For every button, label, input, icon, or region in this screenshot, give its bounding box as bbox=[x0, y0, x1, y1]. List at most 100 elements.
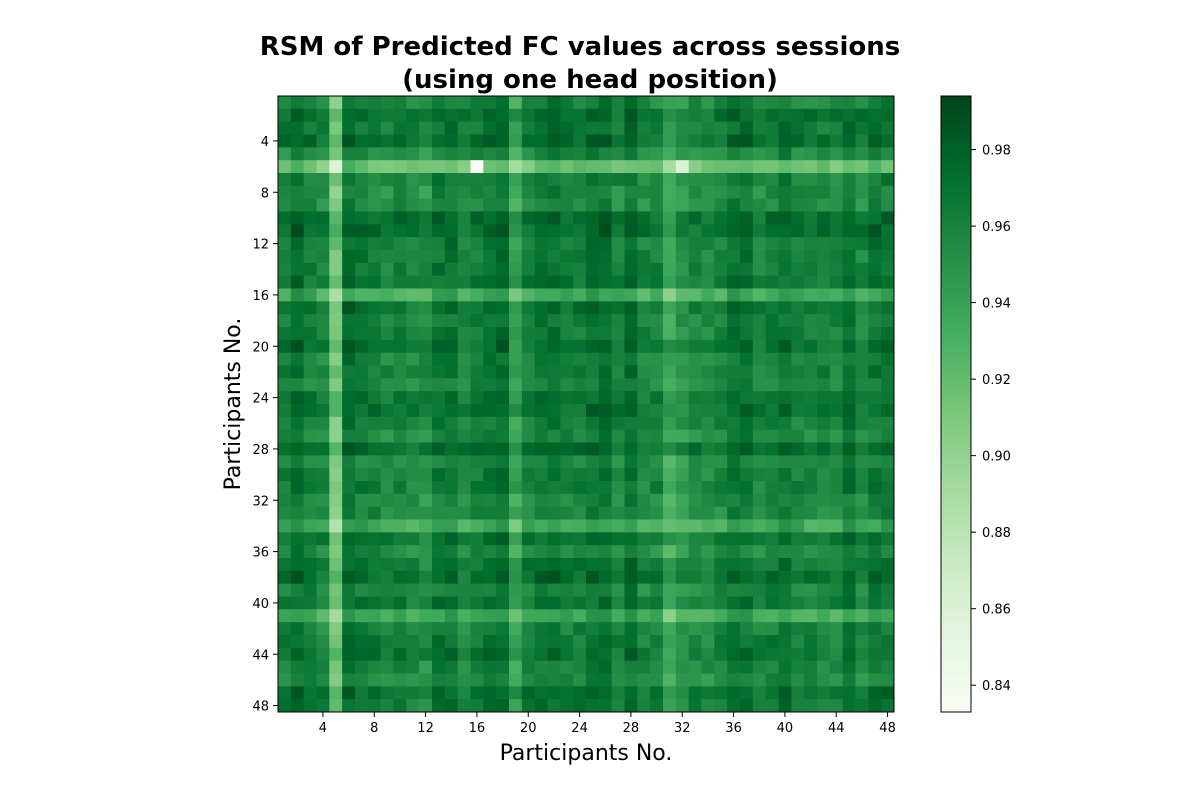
x-axis-label: Participants No. bbox=[500, 741, 673, 766]
heatmap-cell bbox=[586, 647, 600, 662]
heatmap-cell bbox=[380, 121, 394, 135]
heatmap-cell bbox=[303, 673, 317, 687]
heatmap-cell bbox=[624, 121, 638, 135]
heatmap-cell bbox=[688, 532, 702, 546]
heatmap-cell bbox=[611, 275, 625, 289]
heatmap-cell bbox=[791, 519, 805, 533]
heatmap-cell bbox=[714, 686, 728, 700]
heatmap-cell bbox=[290, 493, 305, 508]
heatmap-cell bbox=[483, 455, 497, 469]
heatmap-cell bbox=[380, 532, 394, 546]
heatmap-cell bbox=[432, 327, 446, 341]
heatmap-cell bbox=[778, 262, 792, 277]
heatmap-cell bbox=[624, 339, 638, 354]
heatmap-cell bbox=[868, 160, 882, 174]
heatmap-cell bbox=[663, 288, 677, 302]
heatmap-cell bbox=[290, 250, 305, 264]
heatmap-cell bbox=[419, 429, 433, 443]
heatmap-cell bbox=[842, 352, 856, 366]
heatmap-cell bbox=[752, 147, 767, 161]
heatmap-cell bbox=[752, 596, 767, 610]
heatmap-cell bbox=[444, 622, 459, 636]
heatmap-cell bbox=[367, 378, 382, 392]
heatmap-cell bbox=[521, 583, 536, 597]
heatmap-cell bbox=[663, 455, 677, 469]
heatmap-cell bbox=[804, 647, 818, 662]
heatmap-cell bbox=[496, 378, 510, 392]
heatmap-cell bbox=[791, 391, 805, 405]
heatmap-cell bbox=[380, 596, 394, 610]
heatmap-cell bbox=[342, 339, 356, 354]
heatmap-cell bbox=[393, 250, 407, 264]
heatmap-cell bbox=[663, 545, 677, 559]
heatmap-cell bbox=[521, 519, 536, 533]
heatmap-cell bbox=[367, 96, 382, 110]
heatmap-cell bbox=[637, 173, 651, 187]
heatmap-cell bbox=[701, 301, 715, 315]
heatmap-cell bbox=[406, 198, 420, 212]
heatmap-cell bbox=[650, 468, 664, 482]
heatmap-cell bbox=[752, 224, 767, 238]
heatmap-cell bbox=[663, 147, 677, 161]
heatmap-cell bbox=[791, 455, 805, 469]
heatmap-cell bbox=[675, 622, 690, 636]
heatmap-cell bbox=[778, 275, 792, 289]
heatmap-cell bbox=[817, 198, 831, 212]
heatmap-cell bbox=[406, 493, 420, 508]
heatmap-cell bbox=[560, 314, 574, 328]
heatmap-cell bbox=[393, 622, 407, 636]
heatmap-cell bbox=[637, 493, 651, 508]
heatmap-cell bbox=[367, 339, 382, 354]
heatmap-cell bbox=[534, 686, 548, 700]
heatmap-cell bbox=[650, 647, 664, 662]
heatmap-cell bbox=[701, 596, 715, 610]
heatmap-cell bbox=[778, 134, 792, 148]
heatmap-cell bbox=[432, 429, 446, 443]
heatmap-cell bbox=[701, 429, 715, 443]
heatmap-cell bbox=[868, 622, 882, 636]
heatmap-cell bbox=[842, 493, 856, 508]
heatmap-cell bbox=[791, 378, 805, 392]
heatmap-cell bbox=[560, 493, 574, 508]
heatmap-cell bbox=[573, 198, 587, 212]
heatmap-cell bbox=[278, 147, 292, 161]
heatmap-cell bbox=[278, 237, 292, 251]
heatmap-cell bbox=[342, 262, 356, 277]
heatmap-cell bbox=[675, 108, 690, 123]
heatmap-cell bbox=[573, 237, 587, 251]
heatmap-cell bbox=[521, 224, 536, 238]
heatmap-cell bbox=[829, 532, 844, 546]
heatmap-cell bbox=[560, 596, 574, 610]
heatmap-cell bbox=[855, 327, 869, 341]
heatmap-cell bbox=[432, 339, 446, 354]
heatmap-cell bbox=[778, 198, 792, 212]
heatmap-cell bbox=[483, 327, 497, 341]
heatmap-cell bbox=[393, 237, 407, 251]
x-tick-label: 16 bbox=[469, 721, 486, 736]
heatmap-cell bbox=[393, 416, 407, 431]
heatmap-cell bbox=[598, 224, 613, 238]
heatmap-cell bbox=[355, 147, 369, 161]
heatmap-cell bbox=[290, 314, 305, 328]
heatmap-cell bbox=[586, 224, 600, 238]
heatmap-cell bbox=[521, 301, 536, 315]
heatmap-cell bbox=[675, 660, 690, 674]
heatmap-cell bbox=[393, 519, 407, 533]
heatmap-cell bbox=[586, 404, 600, 418]
heatmap-cell bbox=[701, 570, 715, 585]
heatmap-cell bbox=[791, 481, 805, 495]
heatmap-cell bbox=[457, 275, 471, 289]
heatmap-cell bbox=[419, 160, 433, 174]
heatmap-cell bbox=[483, 147, 497, 161]
heatmap-cell bbox=[675, 686, 690, 700]
heatmap-cell bbox=[496, 493, 510, 508]
heatmap-cell bbox=[534, 108, 548, 123]
colorbar-tick-label: 0.92 bbox=[982, 373, 1011, 388]
heatmap-cell bbox=[675, 635, 690, 649]
heatmap-cell bbox=[303, 506, 317, 520]
x-tick-label: 28 bbox=[623, 721, 640, 736]
heatmap-cell bbox=[663, 121, 677, 135]
heatmap-cell bbox=[868, 185, 882, 200]
heatmap-cell bbox=[611, 314, 625, 328]
heatmap-cell bbox=[842, 173, 856, 187]
